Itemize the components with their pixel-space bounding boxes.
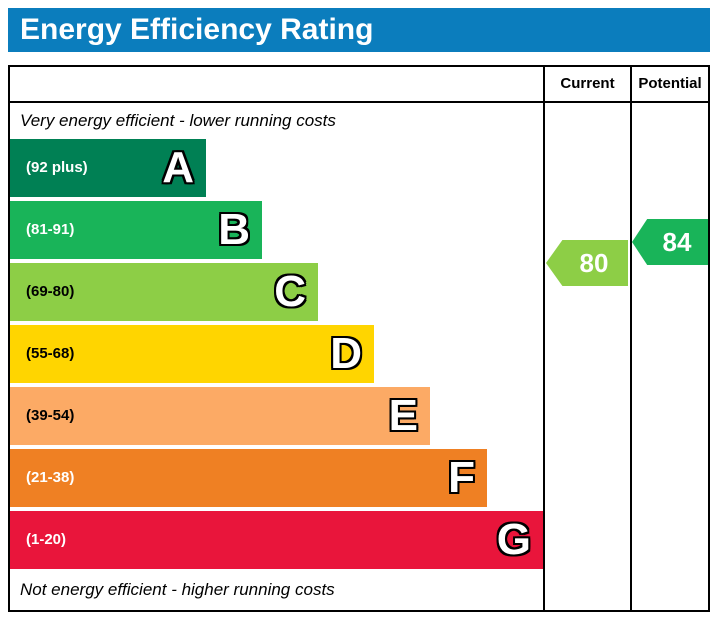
epc-title-bar: Energy Efficiency Rating: [8, 8, 710, 52]
band-range-label: (55-68): [26, 345, 75, 362]
potential-column-header: Potential: [638, 75, 702, 92]
band-letter: F: [447, 452, 476, 504]
potential-column-divider: [630, 67, 632, 610]
band-range-label: (39-54): [26, 407, 75, 424]
page-title: Energy Efficiency Rating: [20, 13, 374, 46]
band-letter: C: [273, 266, 307, 318]
band-letter: E: [387, 390, 419, 442]
band-f: (21-38) F: [10, 449, 487, 507]
current-column-header: Current: [560, 75, 615, 92]
band-g: (1-20) G: [10, 511, 543, 569]
top-note: Very energy efficient - lower running co…: [20, 111, 336, 130]
potential-rating-value: 84: [662, 226, 692, 257]
band-letter: G: [496, 514, 533, 566]
potential-arrow: 84: [632, 219, 708, 265]
current-column-divider: [543, 67, 545, 610]
band-range-label: (1-20): [26, 531, 67, 548]
band-range-label: (69-80): [26, 283, 75, 300]
bottom-note: Not energy efficient - higher running co…: [20, 580, 335, 599]
band-range-label: (81-91): [26, 221, 75, 238]
epc-chart: Current Potential Very energy efficient …: [8, 65, 710, 612]
current-rating-value: 80: [579, 247, 609, 278]
header-row-divider: [10, 101, 708, 103]
band-e: (39-54) E: [10, 387, 430, 445]
current-arrow: 80: [546, 240, 628, 286]
band-c: (69-80) C: [10, 263, 318, 321]
band-list: (92 plus) A (81-91) B (69-80) C (55-68) D (39-54…: [10, 139, 543, 573]
band-letter: A: [161, 142, 195, 194]
band-b: (81-91) B: [10, 201, 262, 259]
band-range-label: (21-38): [26, 469, 75, 486]
band-d: (55-68) D: [10, 325, 374, 383]
band-a: (92 plus) A: [10, 139, 206, 197]
band-letter: B: [217, 204, 251, 256]
band-range-label: (92 plus): [26, 159, 88, 176]
band-letter: D: [329, 328, 363, 380]
